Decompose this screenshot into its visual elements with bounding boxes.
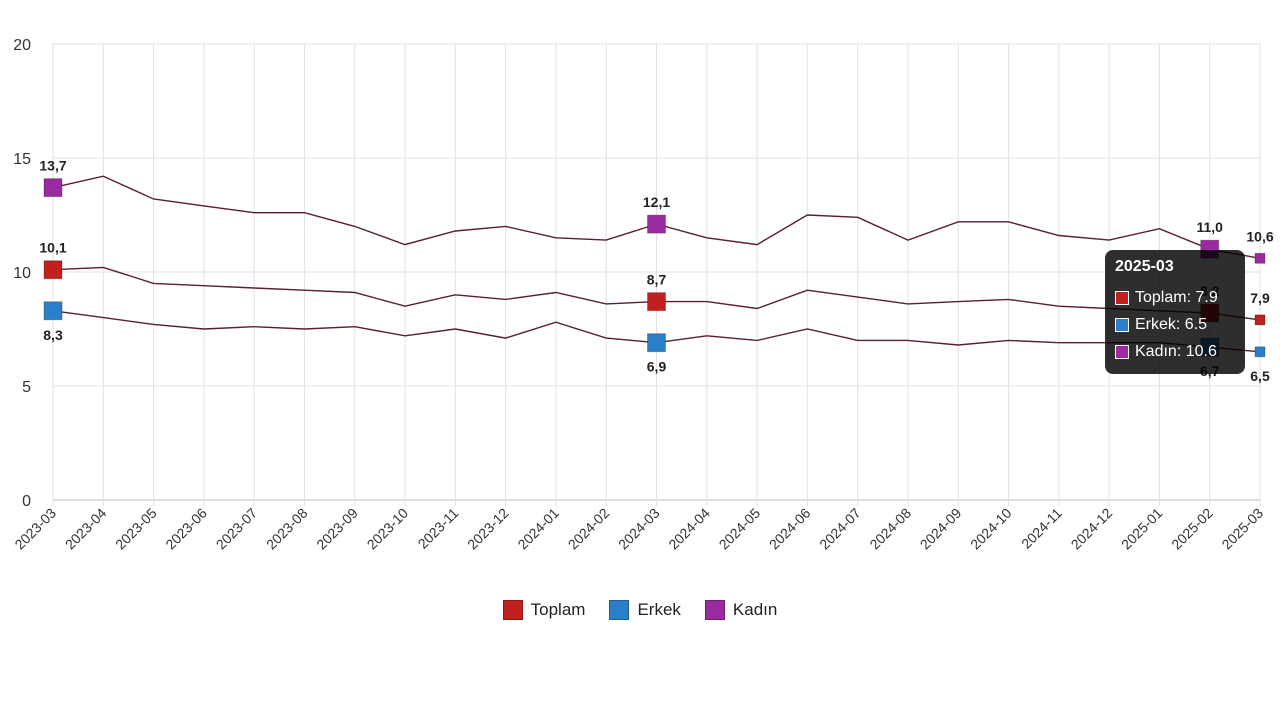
x-tick-label: 2023-12 <box>464 505 512 553</box>
legend-item-toplam[interactable]: Toplam <box>502 600 586 620</box>
tooltip-row: Kadın: 10.6 <box>1115 338 1235 365</box>
x-tick-label: 2025-02 <box>1168 505 1216 553</box>
data-label: 10,6 <box>1246 228 1273 244</box>
x-tick-label: 2023-06 <box>162 505 210 553</box>
x-tick-label: 2023-03 <box>11 505 59 553</box>
tooltip-text: Kadın: 10.6 <box>1135 342 1217 360</box>
data-label: 11,0 <box>1196 219 1223 235</box>
x-axis: 2023-03 2023-04 2023-05 2023-06 2023-07 2023-… <box>11 505 1266 553</box>
x-tick-label: 2023-10 <box>364 505 412 553</box>
data-point-marker <box>647 333 666 353</box>
data-point-marker <box>647 214 666 234</box>
x-tick-label: 2025-01 <box>1118 505 1166 553</box>
x-tick-label: 2024-02 <box>565 505 613 553</box>
legend-item-kadin[interactable]: Kadın <box>704 600 778 620</box>
legend-swatch <box>609 600 630 620</box>
tooltip-swatch <box>1115 344 1129 359</box>
data-point-marker <box>1254 314 1266 326</box>
x-tick-label: 2023-09 <box>313 505 361 553</box>
x-tick-label: 2023-07 <box>213 505 261 553</box>
data-label: 7,9 <box>1250 290 1270 306</box>
data-point-marker <box>1254 346 1266 358</box>
x-tick-label: 2023-05 <box>112 505 160 553</box>
x-tick-label: 2024-03 <box>615 505 663 553</box>
data-point-marker <box>1254 252 1266 264</box>
x-tick-label: 2023-11 <box>415 505 462 552</box>
data-label: 8,7 <box>647 272 667 288</box>
data-label: 8,3 <box>43 327 63 343</box>
x-tick-label: 2024-11 <box>1018 505 1065 552</box>
x-tick-label: 2024-07 <box>816 505 864 553</box>
y-axis: 0 5 10 15 20 <box>13 37 31 510</box>
y-tick-label: 5 <box>22 379 31 396</box>
legend-label: Toplam <box>530 600 586 619</box>
x-tick-label: 2024-10 <box>967 505 1015 553</box>
x-tick-label: 2024-04 <box>665 505 713 553</box>
x-tick-label: 2024-12 <box>1068 505 1116 553</box>
x-tick-label: 2024-09 <box>917 505 965 553</box>
y-tick-label: 15 <box>13 151 31 168</box>
x-tick-label: 2023-08 <box>263 505 311 553</box>
x-tick-label: 2024-08 <box>866 505 914 553</box>
data-label: 6,9 <box>647 359 667 375</box>
y-tick-label: 20 <box>13 37 31 54</box>
tooltip-swatch <box>1115 317 1129 332</box>
data-label: 13,7 <box>39 158 66 174</box>
x-tick-label: 2024-06 <box>766 505 814 553</box>
legend-item-erkek[interactable]: Erkek <box>609 600 681 620</box>
legend: Toplam Erkek Kadın <box>0 600 1280 620</box>
legend-label: Kadın <box>732 600 778 619</box>
tooltip-text: Toplam: 7.9 <box>1135 288 1218 306</box>
x-tick-label: 2024-01 <box>514 505 562 553</box>
data-point-marker <box>43 301 63 321</box>
tooltip-title: 2025-03 <box>1115 258 1174 275</box>
legend-label: Erkek <box>637 600 681 619</box>
legend-swatch <box>502 600 523 620</box>
y-tick-label: 10 <box>13 265 31 282</box>
x-tick-label: 2023-04 <box>62 505 110 553</box>
data-point-marker <box>43 178 63 198</box>
data-label: 12,1 <box>643 194 670 210</box>
tooltip-swatch <box>1115 290 1129 305</box>
data-label: 6,5 <box>1250 368 1270 384</box>
legend-swatch <box>704 600 725 620</box>
data-labels: 10,18,78,27,98,36,96,76,513,712,111,010,… <box>39 158 1273 384</box>
data-label: 10,1 <box>39 240 66 256</box>
grid-lines <box>52 43 1261 506</box>
tooltip-row: Erkek: 6.5 <box>1115 311 1235 338</box>
x-tick-label: 2025-03 <box>1218 505 1266 553</box>
tooltip-text: Erkek: 6.5 <box>1135 315 1208 333</box>
y-tick-label: 0 <box>22 493 31 510</box>
data-point-marker <box>43 260 63 280</box>
x-tick-label: 2024-05 <box>716 505 764 553</box>
data-point-marker <box>647 292 666 312</box>
tooltip-row: Toplam: 7.9 <box>1115 284 1235 311</box>
chart-tooltip: 2025-03 Toplam: 7.9 Erkek: 6.5 Kadın: 10… <box>1105 250 1245 374</box>
